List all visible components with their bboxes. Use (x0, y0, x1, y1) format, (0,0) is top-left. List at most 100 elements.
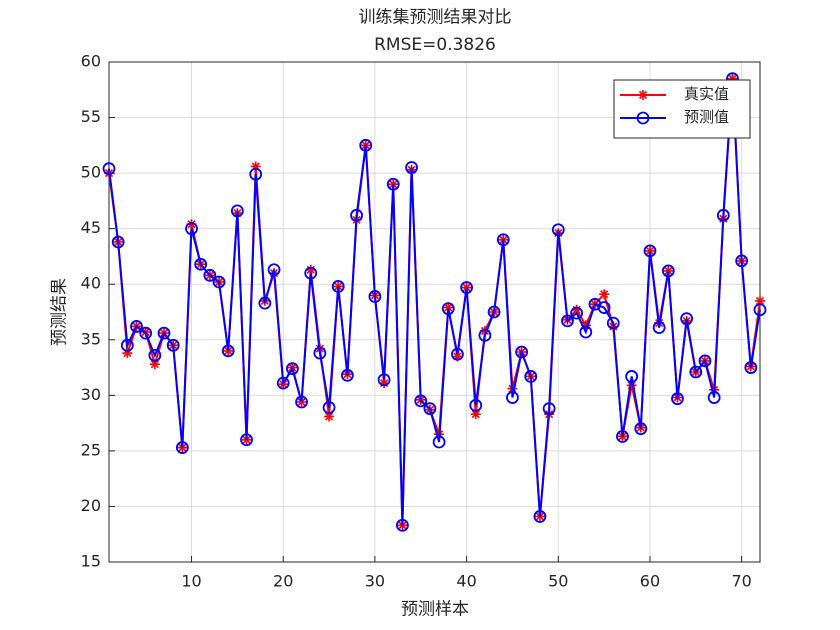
y-tick-label: 40 (81, 274, 101, 293)
data-point (120, 338, 134, 352)
legend-label: 真实值 (684, 85, 729, 103)
data-point (102, 162, 116, 176)
y-tick-label: 60 (81, 52, 101, 71)
x-tick-label: 60 (640, 572, 660, 591)
data-point (203, 268, 217, 282)
data-point (487, 305, 501, 319)
data-point (285, 362, 299, 376)
data-point (451, 347, 464, 361)
data-point (276, 376, 290, 390)
y-tick-label: 50 (81, 163, 101, 182)
data-point (671, 392, 684, 406)
y-tick-label: 55 (81, 107, 101, 126)
data-point (580, 320, 591, 331)
data-point (626, 380, 637, 391)
data-point (423, 402, 437, 416)
data-point (698, 354, 712, 368)
y-tick-label: 15 (81, 552, 101, 571)
data-point (148, 348, 162, 362)
legend-marker (638, 90, 648, 100)
y-axis-label: 预测结果 (50, 278, 70, 346)
data-point (597, 301, 611, 314)
data-point (130, 320, 143, 333)
data-point (185, 222, 198, 236)
data-point (652, 321, 666, 334)
data-point (496, 233, 510, 247)
data-point (755, 295, 765, 306)
y-tick-label: 30 (81, 385, 101, 404)
data-point (386, 177, 400, 191)
data-point (324, 411, 335, 422)
data-point (305, 264, 316, 275)
data-point (441, 302, 455, 316)
data-point (506, 391, 519, 404)
y-tick-label: 20 (81, 496, 101, 515)
data-point (735, 254, 749, 268)
data-point (533, 510, 547, 523)
x-tick-label: 50 (548, 572, 568, 591)
series-line (108, 78, 761, 526)
data-point (322, 401, 336, 414)
data-point (551, 223, 565, 237)
data-point (452, 351, 463, 362)
data-point (689, 365, 703, 379)
data-point (515, 345, 529, 359)
data-point (478, 328, 492, 342)
data-point (149, 359, 160, 370)
data-point (524, 370, 538, 383)
x-axis-label: 预测样本 (401, 600, 469, 620)
x-tick-label: 30 (365, 572, 385, 591)
data-point (707, 391, 721, 404)
data-point (570, 306, 584, 320)
data-point (542, 402, 556, 416)
data-point (368, 290, 382, 303)
data-point (340, 368, 354, 382)
data-point (443, 302, 454, 313)
data-point (680, 312, 694, 326)
data-point (212, 275, 226, 289)
y-tick-label: 35 (81, 329, 101, 348)
legend-label: 预测值 (684, 108, 729, 126)
data-point (661, 264, 675, 278)
data-point (295, 395, 308, 409)
x-tick-label: 10 (181, 572, 201, 591)
x-tick-label: 40 (456, 572, 476, 591)
data-point (186, 219, 197, 230)
legend-marker (636, 111, 650, 125)
y-tick-label: 25 (81, 440, 101, 459)
data-point (313, 346, 327, 360)
data-point (432, 435, 446, 449)
chart-subtitle: RMSE=0.3826 (374, 35, 496, 55)
data-point (606, 316, 620, 330)
data-point (479, 325, 490, 336)
data-point (579, 325, 593, 339)
data-point (359, 138, 373, 152)
data-point (469, 398, 483, 412)
data-point (396, 518, 409, 532)
data-point (379, 378, 390, 389)
data-point (616, 430, 629, 443)
data-point (561, 314, 574, 328)
data-point (634, 422, 648, 436)
data-point (460, 281, 473, 294)
legend-box (613, 79, 751, 139)
data-point (377, 373, 391, 387)
data-point (414, 394, 428, 408)
data-point (599, 289, 610, 300)
data-point (716, 208, 730, 222)
data-point (240, 433, 253, 447)
data-point (267, 263, 281, 277)
data-point (625, 370, 639, 383)
data-point (230, 204, 244, 218)
data-point (405, 161, 418, 174)
chart-title: 训练集预测结果对比 (359, 8, 512, 28)
data-point (571, 304, 582, 315)
data-point (249, 167, 263, 181)
data-point (250, 161, 261, 172)
data-point (753, 303, 767, 317)
data-point (194, 257, 208, 271)
data-point (643, 244, 657, 258)
y-tick-label: 45 (81, 218, 101, 237)
